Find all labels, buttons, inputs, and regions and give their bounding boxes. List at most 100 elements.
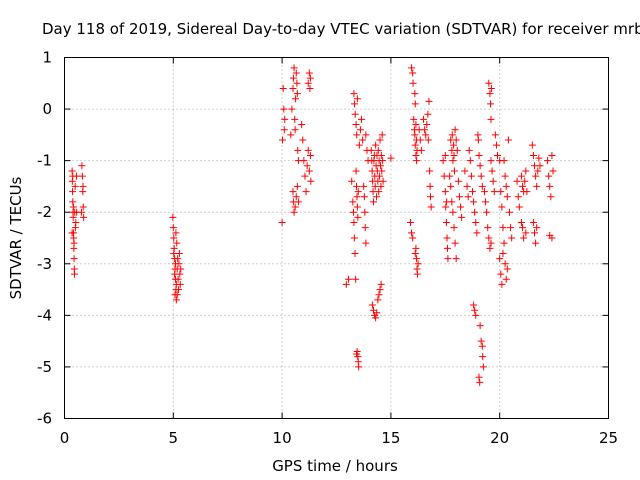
data-point <box>412 151 420 159</box>
data-point <box>501 260 509 268</box>
data-point <box>361 208 369 216</box>
x-axis-label: GPS time / hours <box>272 457 398 475</box>
data-point <box>411 141 419 149</box>
data-point <box>494 151 502 159</box>
data-point <box>446 172 454 180</box>
data-point <box>547 193 555 201</box>
data-point <box>473 229 481 237</box>
y-tick-label: 1 <box>42 49 52 67</box>
data-point <box>450 167 458 175</box>
data-point <box>498 203 506 211</box>
data-point <box>69 213 77 221</box>
x-tick-label: 15 <box>381 429 400 447</box>
data-point <box>420 115 428 123</box>
data-point <box>173 291 181 299</box>
data-point <box>176 280 184 288</box>
data-point <box>377 151 385 159</box>
data-point <box>353 131 361 139</box>
x-tick-label: 10 <box>273 429 292 447</box>
data-point <box>375 188 383 196</box>
data-point <box>520 234 528 242</box>
data-point <box>427 193 435 201</box>
data-point <box>519 224 527 232</box>
data-point <box>534 167 542 175</box>
data-point <box>354 213 362 221</box>
data-point <box>449 208 457 216</box>
data-point <box>413 255 421 263</box>
grid-lines <box>64 57 609 419</box>
data-point <box>289 188 297 196</box>
data-point <box>350 90 358 98</box>
data-point <box>411 249 419 257</box>
x-tick-labels: 0 5 10 15 20 25 <box>60 429 618 447</box>
data-point <box>478 182 486 190</box>
data-point <box>544 157 552 165</box>
data-point <box>411 131 419 139</box>
data-point <box>72 172 80 180</box>
data-point <box>417 146 425 154</box>
data-point <box>487 100 495 108</box>
data-point <box>70 255 78 263</box>
data-point <box>519 182 527 190</box>
y-axis-label: SDTVAR / TECUs <box>7 176 25 299</box>
data-point <box>439 157 447 165</box>
data-point <box>409 234 417 242</box>
data-point <box>80 213 88 221</box>
data-point <box>360 193 368 201</box>
data-point <box>487 157 495 165</box>
data-point <box>373 309 381 317</box>
data-point <box>532 172 540 180</box>
data-point <box>303 162 311 170</box>
data-point <box>464 193 472 201</box>
plot-frame <box>64 57 609 419</box>
data-point <box>450 141 458 149</box>
data-point <box>170 234 178 242</box>
data-point <box>422 131 430 139</box>
data-point <box>496 255 504 263</box>
data-point <box>175 249 183 257</box>
data-point <box>455 193 463 201</box>
data-point <box>490 188 498 196</box>
data-point <box>457 203 465 211</box>
data-point <box>486 244 494 252</box>
data-point <box>300 157 308 165</box>
data-point <box>411 100 419 108</box>
data-point <box>546 182 554 190</box>
data-point <box>421 126 429 134</box>
data-point <box>426 182 434 190</box>
data-point <box>532 239 540 247</box>
data-point <box>353 95 361 103</box>
data-point <box>425 97 433 105</box>
data-point <box>533 182 541 190</box>
data-point <box>488 167 496 175</box>
y-tick-labels: 1 0 -1 -2 -3 -4 -5 -6 <box>37 49 52 428</box>
data-point <box>424 136 432 144</box>
data-point <box>355 141 363 149</box>
data-point <box>513 177 521 185</box>
data-point <box>351 100 359 108</box>
data-point <box>353 182 361 190</box>
data-point <box>453 146 461 154</box>
data-point <box>353 203 361 211</box>
data-point <box>79 203 87 211</box>
data-point <box>408 229 416 237</box>
y-tick-label: -3 <box>37 255 52 273</box>
data-point <box>175 286 183 294</box>
data-point <box>376 286 384 294</box>
data-point <box>485 234 493 242</box>
data-point <box>423 121 431 129</box>
data-point <box>535 154 543 162</box>
data-point <box>499 249 507 257</box>
data-point <box>517 172 525 180</box>
data-point <box>305 167 313 175</box>
data-point <box>502 182 510 190</box>
data-point <box>451 239 459 247</box>
data-point <box>353 193 361 201</box>
data-point <box>78 162 86 170</box>
data-point <box>376 136 384 144</box>
data-point <box>471 306 479 314</box>
data-point <box>79 182 87 190</box>
data-point <box>413 270 421 278</box>
data-point <box>515 203 523 211</box>
data-point <box>71 182 79 190</box>
